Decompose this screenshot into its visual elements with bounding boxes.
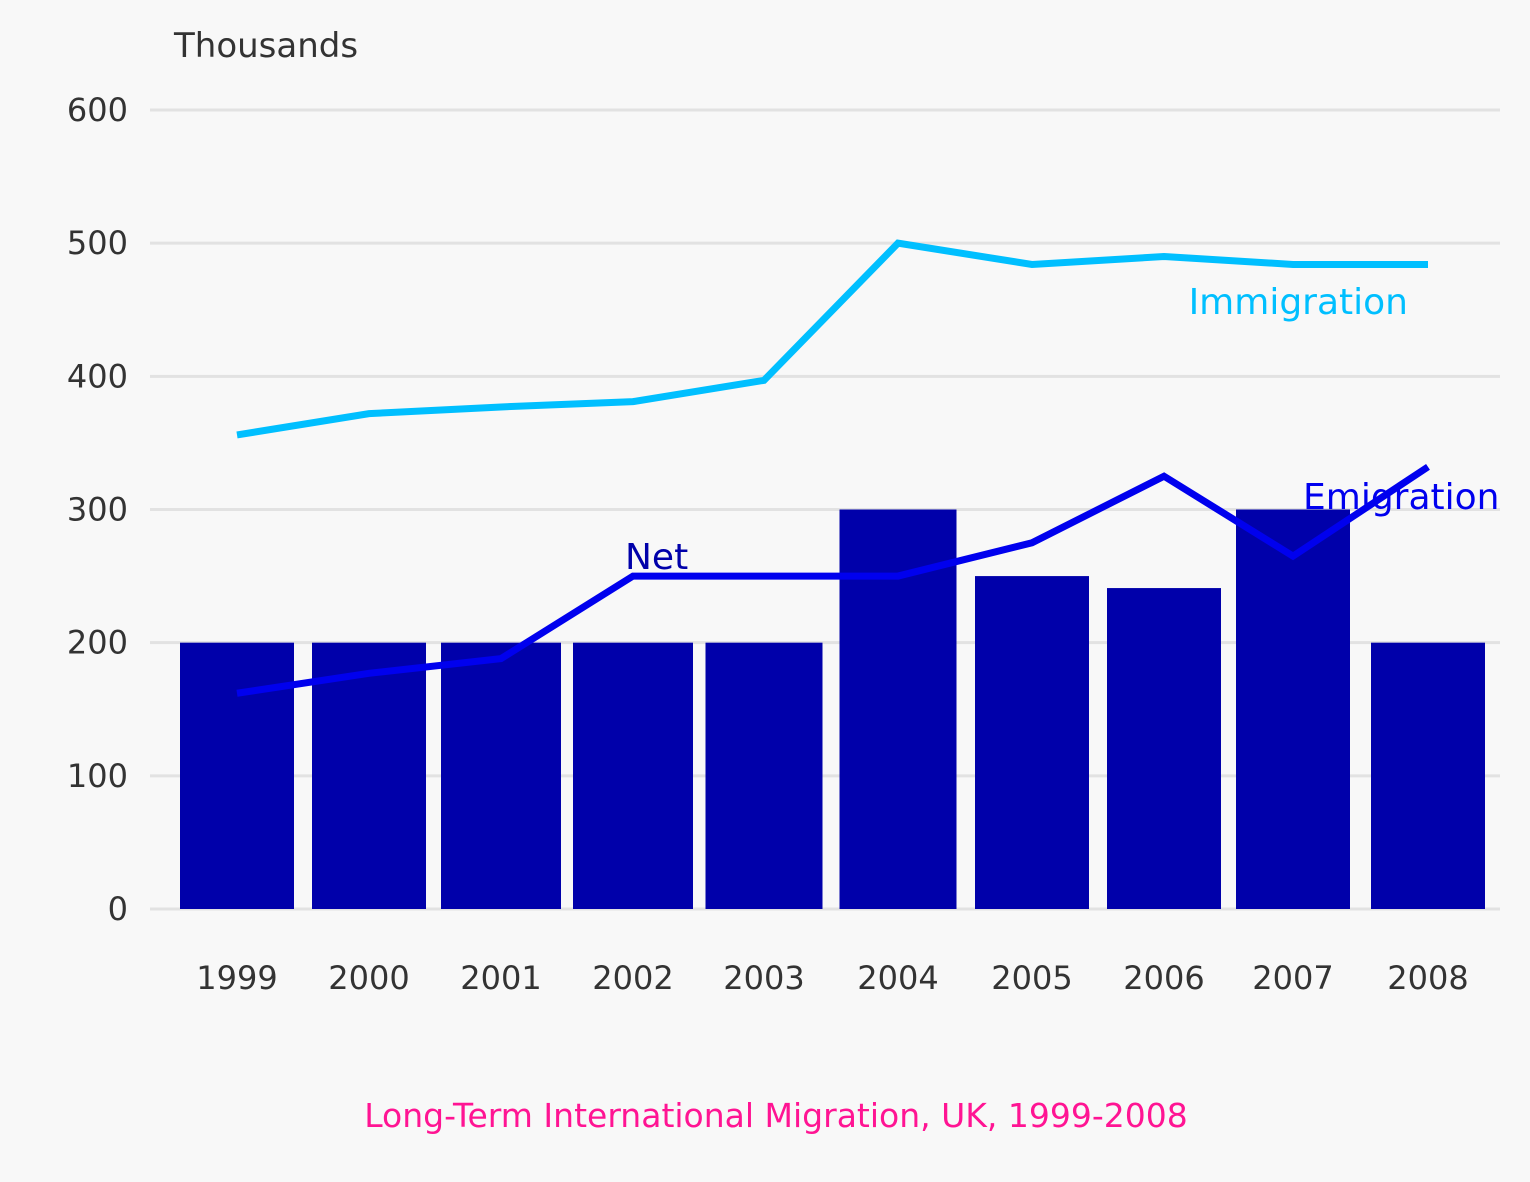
emigration-line [236,463,1430,697]
x-tick-label: 2006 [1123,959,1204,997]
net-bar-2001 [441,642,561,909]
x-tick-label: 1999 [196,959,277,997]
net-bar-2003 [705,642,823,909]
y-tick-label: 400 [67,357,128,395]
x-tick-label: 2004 [857,959,938,997]
y-axis-ticks: 0 100 200 300 400 500 600 [67,91,128,928]
chart-title: Long-Term International Migration, UK, 1… [364,1096,1188,1135]
y-tick-label: 0 [108,890,128,928]
immigration-line [236,239,1428,439]
y-axis-unit-label: Thousands [173,26,358,66]
net-bar-2008 [1371,642,1485,909]
y-tick-label: 200 [67,624,128,662]
x-tick-label: 2008 [1387,959,1468,997]
x-tick-label: 2007 [1252,959,1333,997]
y-tick-label: 500 [67,224,128,262]
net-bar-2002 [573,642,693,909]
x-tick-label: 2005 [991,959,1072,997]
y-tick-label: 300 [67,491,128,529]
net-bar-2005 [975,576,1089,909]
emigration-series-label: Emigration [1303,477,1500,518]
net-bar-2006 [1107,588,1221,909]
net-bar-2000 [312,642,426,909]
net-bars [180,509,1485,909]
immigration-series-label: Immigration [1189,282,1408,323]
x-tick-label: 2003 [723,959,804,997]
x-tick-label: 2000 [328,959,409,997]
x-axis-ticks: 1999 2000 2001 2002 2003 2004 2005 2006 2007 2008 [196,959,1468,997]
x-tick-label: 2002 [592,959,673,997]
x-tick-label: 2001 [460,959,541,997]
net-series-label: Net [625,537,688,578]
net-bar-2007 [1236,509,1350,909]
y-tick-label: 100 [67,757,128,795]
y-tick-label: 600 [67,91,128,129]
series-lines [236,239,1430,697]
net-bar-1999 [180,642,294,909]
